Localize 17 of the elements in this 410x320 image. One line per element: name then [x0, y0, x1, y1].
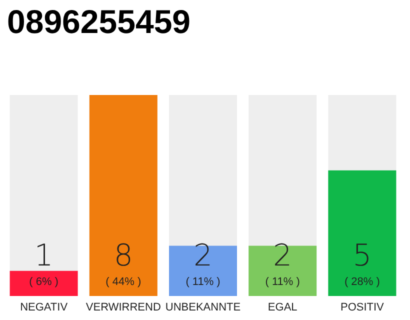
x-tick-label: POSITIV [340, 302, 385, 314]
data-label: 1 [34, 238, 54, 274]
x-tick-label: EGAL [268, 302, 298, 314]
annotation: ( 44% ) [106, 276, 142, 288]
x-tick-label: UNBEKANNTE [165, 302, 241, 314]
data-label: 8 [114, 238, 133, 274]
annotation: ( 6% ) [29, 276, 58, 288]
annotation: ( 11% ) [265, 276, 300, 288]
annotation: ( 11% ) [186, 276, 220, 288]
annotation: ( 28% ) [344, 276, 380, 288]
chart-title: 0896255459 [7, 3, 191, 40]
x-tick-label: VERWIRREND [86, 302, 161, 314]
data-label: 2 [273, 238, 292, 274]
bar [10, 270, 78, 296]
data-label: 2 [193, 238, 213, 274]
data-label: 5 [352, 238, 372, 274]
x-tick-label: NEGATIV [20, 302, 68, 314]
